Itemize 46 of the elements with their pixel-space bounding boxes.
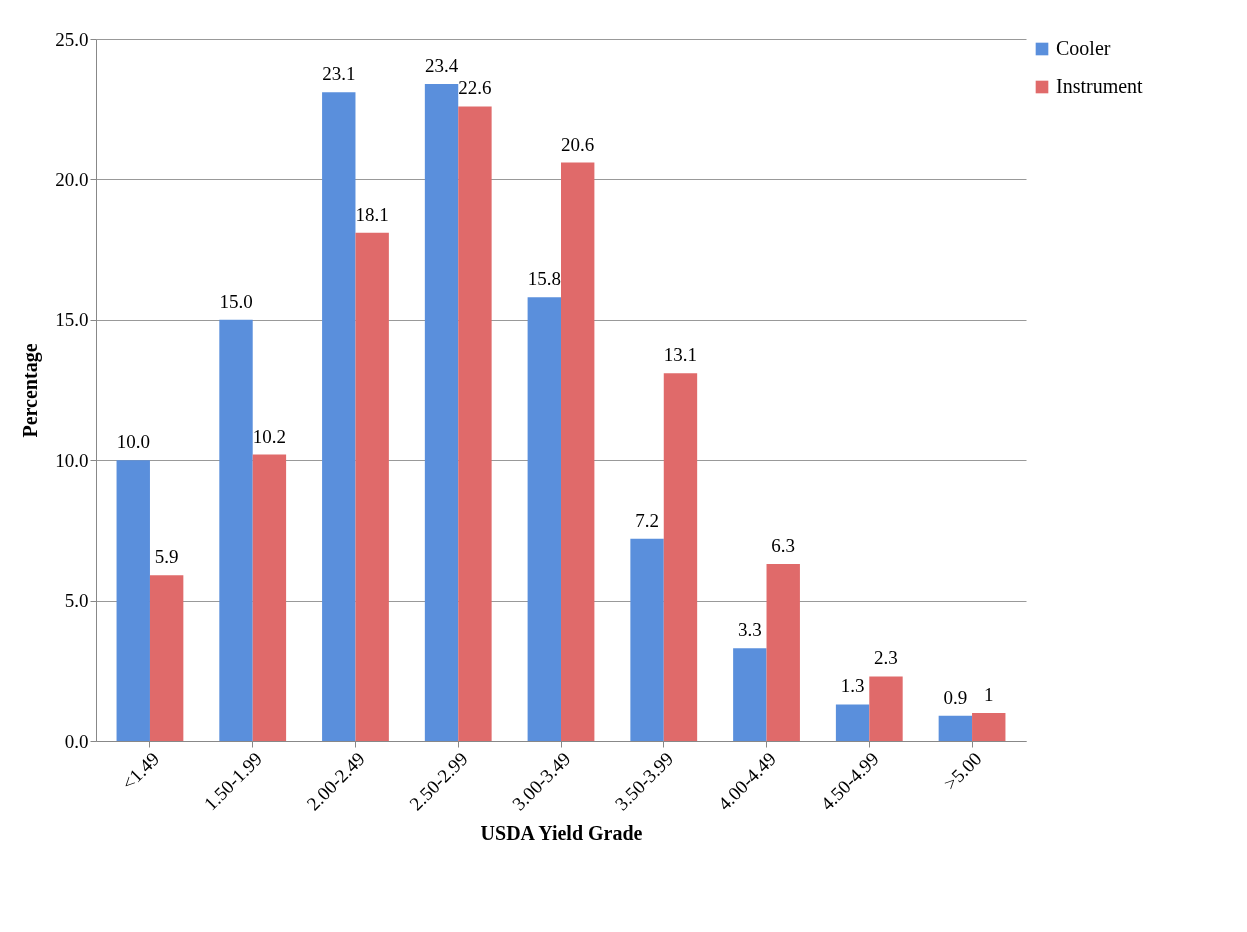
y-tick-label: 15.0 bbox=[55, 309, 89, 331]
y-axis-title: Percentage bbox=[19, 343, 43, 438]
data-label: 1 bbox=[984, 683, 994, 705]
bar bbox=[938, 715, 973, 741]
data-label: 5.9 bbox=[154, 546, 179, 568]
bar bbox=[835, 704, 870, 741]
data-label: 6.3 bbox=[771, 535, 796, 557]
data-label: 0.9 bbox=[943, 686, 968, 708]
bar bbox=[219, 319, 253, 741]
y-tick-label: 5.0 bbox=[64, 590, 89, 612]
data-label: 22.6 bbox=[458, 77, 492, 99]
data-label: 15.0 bbox=[219, 290, 253, 312]
data-label: 10.0 bbox=[116, 431, 150, 453]
bar bbox=[252, 454, 287, 741]
bar bbox=[424, 83, 459, 741]
y-tick-label: 10.0 bbox=[55, 449, 89, 471]
legend-label: Cooler bbox=[1056, 37, 1111, 59]
bar bbox=[869, 676, 903, 741]
data-label: 18.1 bbox=[355, 203, 389, 225]
y-tick-label: 25.0 bbox=[55, 28, 89, 50]
data-label: 23.4 bbox=[424, 54, 459, 76]
data-label: 15.8 bbox=[527, 268, 561, 290]
data-label: 23.1 bbox=[322, 63, 356, 85]
bar bbox=[663, 373, 698, 741]
data-label: 7.2 bbox=[635, 509, 659, 531]
bar bbox=[527, 297, 561, 741]
bar bbox=[355, 232, 389, 741]
data-label: 3.3 bbox=[737, 619, 762, 641]
y-tick-label: 20.0 bbox=[55, 168, 89, 190]
x-axis-title: USDA Yield Grade bbox=[480, 822, 643, 845]
data-label: 10.2 bbox=[252, 425, 287, 447]
bar bbox=[972, 712, 1006, 741]
bar bbox=[733, 648, 767, 741]
bar bbox=[149, 575, 184, 741]
legend-label: Instrument bbox=[1056, 75, 1144, 97]
bar bbox=[322, 92, 356, 741]
bar bbox=[766, 564, 800, 741]
bar bbox=[458, 106, 492, 741]
data-label: 20.6 bbox=[561, 133, 595, 155]
bar bbox=[116, 460, 150, 741]
data-label: 13.1 bbox=[663, 344, 698, 366]
bar bbox=[630, 538, 664, 741]
data-label: 2.3 bbox=[874, 647, 898, 669]
data-label: 1.3 bbox=[840, 675, 865, 697]
y-tick-label: 0.0 bbox=[64, 730, 89, 752]
bar bbox=[561, 162, 595, 741]
